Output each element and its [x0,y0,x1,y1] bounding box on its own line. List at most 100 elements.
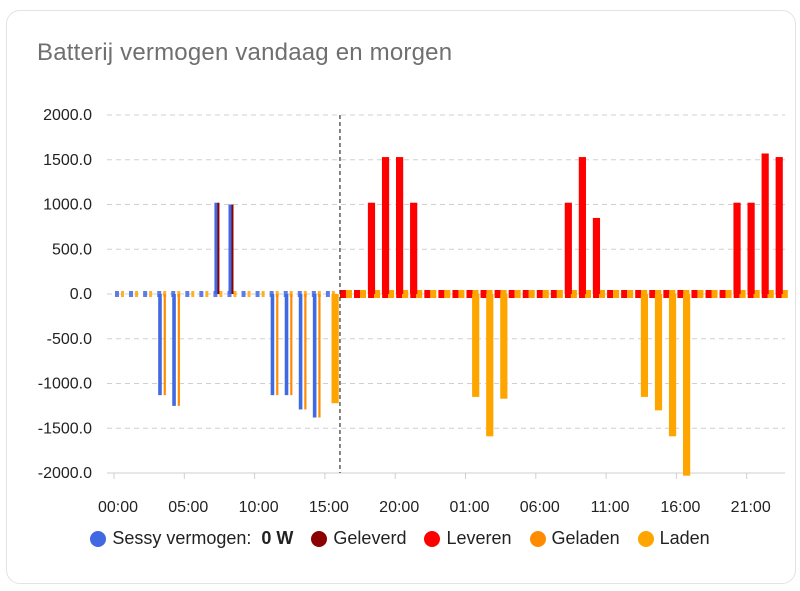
x-tick-label: 15:00 [309,499,349,516]
zero-stub [241,291,246,297]
zero-stub [725,290,732,298]
bar-leveren [564,202,572,294]
zero-stub [121,291,124,297]
zero-stub [388,290,395,298]
zero-stub [753,290,760,298]
bar-leveren [381,157,390,294]
zero-stub [550,290,557,298]
x-tick-label: 11:00 [591,499,630,516]
zero-stub [452,290,459,298]
zero-stub [649,290,656,298]
bar-laden [472,294,480,397]
bar-leveren [367,202,376,294]
zero-stub [705,290,712,298]
zero-stub [635,290,642,298]
zero-stub [767,290,774,298]
zero-stub [233,291,237,297]
bar-leveren [410,202,418,294]
zero-stub [325,291,330,297]
zero-stub [129,291,134,297]
bar-laden [668,294,677,437]
zero-stub [444,290,451,298]
zero-stub [458,290,465,298]
x-tick-label: 06:00 [520,499,560,516]
zero-stub [191,291,195,297]
zero-stub [480,290,487,298]
zero-stub [402,290,409,298]
zero-stub [613,290,620,298]
zero-stub [185,291,190,297]
y-tick-label: -1000.0 [38,376,92,393]
bar-sessy-vermogen [284,294,289,396]
legend-label: Geleverd [333,528,407,548]
zero-stub [607,290,614,298]
zero-stub [466,290,473,298]
bar-laden [500,294,508,399]
zero-stub [115,291,119,297]
zero-stub [339,290,346,298]
zero-stub [416,290,423,298]
legend-item-leveren[interactable]: Leveren [424,528,512,549]
legend-item-geladen[interactable]: Geladen [529,528,620,549]
zero-stub [719,290,726,298]
legend-item-sessy-vermogen[interactable]: Sessy vermogen: 0 W [90,528,293,549]
legend-dot-leveren [424,530,441,547]
zero-stub [584,290,591,298]
bar-laden [654,294,663,411]
bar-geleverd [231,204,234,294]
y-tick-label: -2000.0 [38,465,92,482]
bar-leveren [592,217,601,294]
zero-stub [430,290,437,298]
zero-stub [143,291,148,297]
zero-stub [691,290,698,298]
zero-stub [255,291,260,297]
zero-stub [528,290,535,298]
zero-stub [261,291,265,297]
bar-sessy-vermogen [172,294,176,406]
zero-stub [663,290,670,298]
zero-stub [247,291,251,297]
y-tick-label: 0.0 [70,286,92,303]
zero-stub [354,290,361,298]
bar-geladen [177,294,180,406]
y-tick-label: 1000.0 [43,197,92,214]
bar-sessy-vermogen [158,294,162,396]
bar-leveren [775,157,783,294]
x-tick-label: 16:00 [660,499,700,516]
zero-stub [570,290,577,298]
legend-label: Leveren [446,528,512,548]
bar-geladen [304,294,307,410]
zero-stub [542,290,549,298]
zero-stub [438,290,445,298]
legend-item-geleverd[interactable]: Geleverd [311,528,406,549]
zero-stub [360,290,367,298]
zero-stub [536,290,543,298]
zero-stub [199,291,204,297]
legend-item-laden[interactable]: Laden [637,528,710,549]
zero-stub [627,290,634,298]
zero-stub [514,290,521,298]
x-tick-label: 05:00 [168,499,208,516]
zero-stub [556,290,563,298]
zero-stub [522,290,529,298]
zero-stub [494,290,501,298]
legend-label: Sessy vermogen: [112,528,252,548]
zero-stub [219,291,223,297]
y-tick-label: 1500.0 [43,152,92,169]
zero-stub [781,290,788,298]
zero-stub [135,291,139,297]
bar-sessy-vermogen [312,294,317,418]
bar-laden [486,294,494,437]
bar-laden [640,294,649,397]
legend-dot-geleverd [311,530,328,547]
zero-stub [149,291,153,297]
card-title: Batterij vermogen vandaag en morgen [37,39,453,66]
bar-leveren [747,202,755,294]
bar-leveren [396,157,404,294]
bar-laden [331,294,339,404]
legend-label: Laden [659,528,710,548]
x-tick-label: 21:00 [731,499,771,516]
zero-stub [739,290,746,298]
bar-laden [683,294,691,476]
